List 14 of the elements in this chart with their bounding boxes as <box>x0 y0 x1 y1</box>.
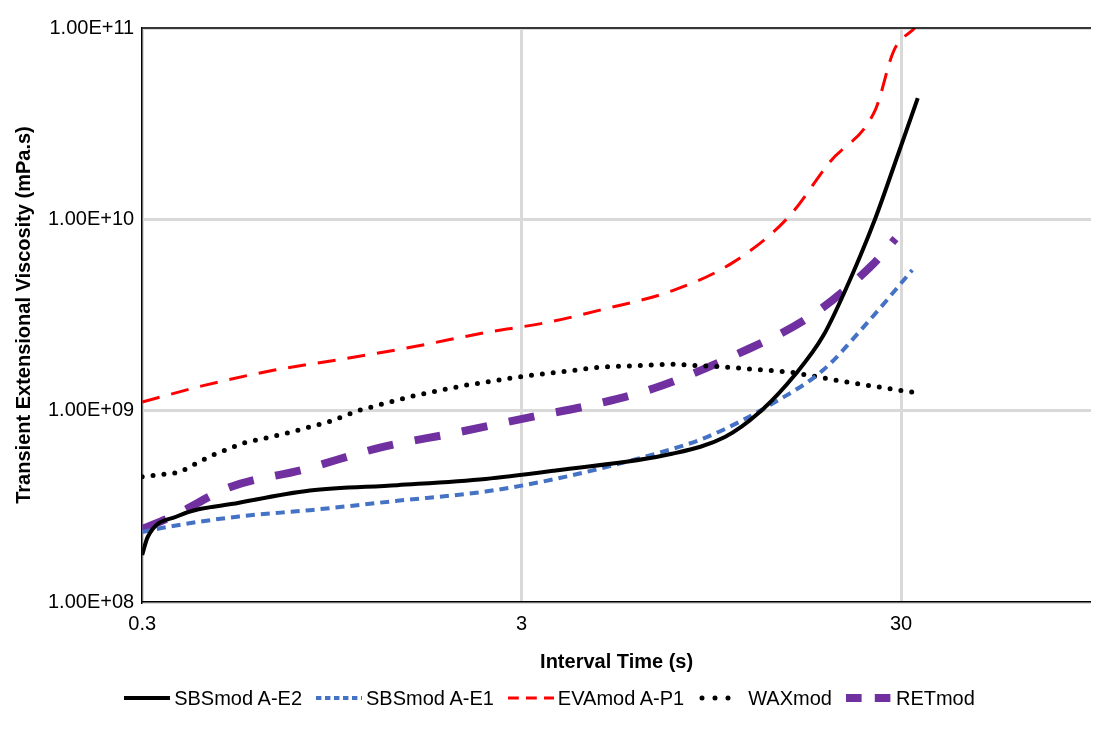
legend-label: SBSmod A-E2 <box>174 686 302 710</box>
legend-label: WAXmod <box>748 686 832 710</box>
y-tick-label: 1.00E+10 <box>47 206 135 229</box>
x-axis-title: Interval Time (s) <box>540 649 694 672</box>
legend-label: EVAmod A-P1 <box>557 686 685 710</box>
x-tick-label: 3 <box>516 611 528 634</box>
y-tick-label: 1.00E+08 <box>47 589 135 612</box>
y-axis-title: Transient Extensional Viscosity (mPa.s) <box>11 126 34 504</box>
y-tick-label: 1.00E+09 <box>47 398 135 421</box>
y-tick-label: 1.00E+11 <box>49 15 135 38</box>
legend-label: RETmod <box>895 686 975 710</box>
x-tick-label: 30 <box>889 611 913 634</box>
x-tick-label: 0.3 <box>128 611 157 634</box>
legend-label: SBSmod A-E1 <box>366 686 494 710</box>
